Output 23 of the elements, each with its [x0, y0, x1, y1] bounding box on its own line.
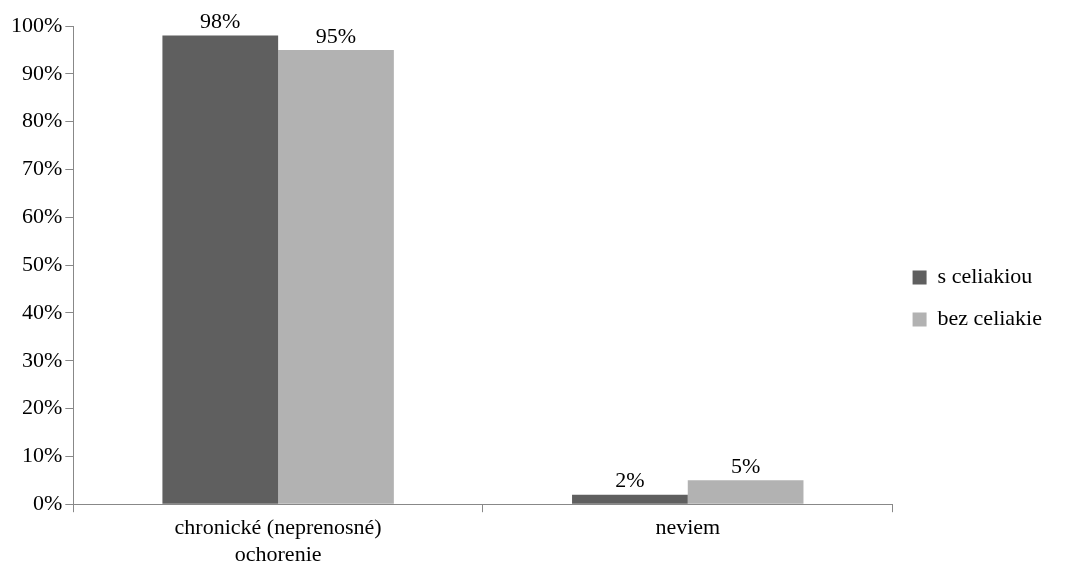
x-tick-label: neviem [655, 514, 721, 540]
y-tick-label: 30% [22, 346, 63, 372]
y-tick-label: 50% [22, 250, 63, 276]
bar [162, 35, 279, 504]
bar [687, 480, 804, 504]
bar [572, 494, 688, 504]
y-tick-label: 100% [11, 11, 63, 37]
y-tick-label: 70% [22, 155, 63, 181]
y-tick-label: 80% [22, 107, 63, 133]
data-label: 2% [615, 467, 645, 493]
data-label: 98% [200, 8, 241, 34]
legend-label: bez celiakie [937, 305, 1043, 331]
y-tick-label: 40% [22, 298, 63, 324]
y-tick-label: 90% [22, 59, 63, 85]
y-tick-label: 0% [33, 489, 63, 515]
legend-label: s celiakiou [937, 263, 1033, 289]
data-label: 95% [315, 22, 357, 48]
y-tick-label: 20% [22, 394, 63, 420]
data-label: 5% [730, 453, 761, 479]
bar [278, 49, 394, 504]
y-tick-label: 60% [22, 203, 63, 229]
x-tick-label: chronické (neprenosné) ochorenie [174, 514, 382, 566]
y-tick-label: 10% [22, 442, 63, 468]
